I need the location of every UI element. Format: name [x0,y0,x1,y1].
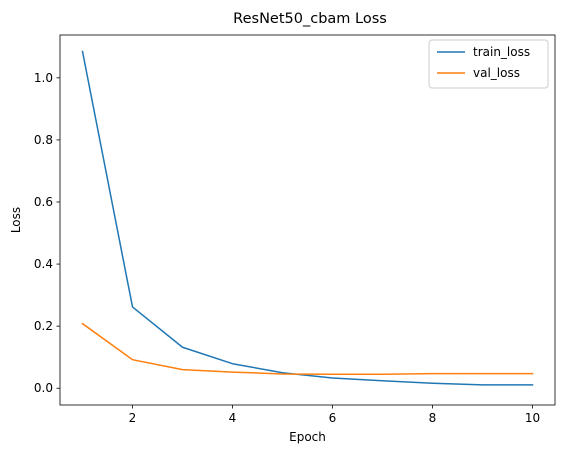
x-tick-label: 2 [129,411,137,425]
x-tick-label: 10 [525,411,540,425]
y-tick-label: 0.4 [34,257,53,271]
x-axis-label: Epoch [289,430,326,444]
y-tick-label: 0.8 [34,133,53,147]
plot-area [81,50,534,386]
x-tick-label: 4 [229,411,237,425]
y-tick-label: 0.2 [34,319,53,333]
chart-title: ResNet50_cbam Loss [233,11,387,27]
series-line-val-loss [81,322,534,376]
x-tick-label: 8 [429,411,437,425]
legend-label-val-loss: val_loss [473,66,520,80]
x-tick-label: 6 [329,411,337,425]
legend-label-train-loss: train_loss [473,45,530,59]
y-tick-label: 1.0 [34,71,53,85]
y-tick-label: 0.0 [34,381,53,395]
y-axis-label: Loss [9,207,23,233]
legend: train_loss val_loss [428,39,549,89]
y-axis-ticks: 0.0 0.2 0.4 0.6 0.8 1.0 [34,71,60,395]
plot-frame [59,34,556,406]
x-axis-ticks: 2 4 6 8 10 [129,405,540,425]
series-line-train-loss [81,50,534,386]
y-tick-label: 0.6 [34,195,53,209]
